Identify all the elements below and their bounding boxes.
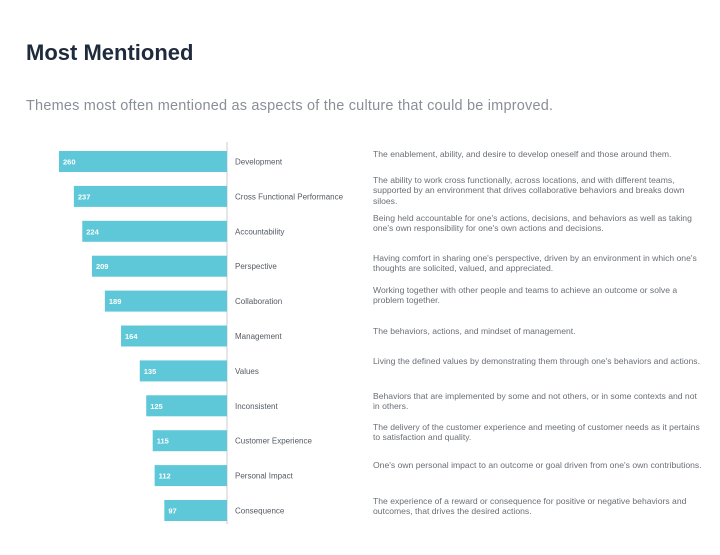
theme-description: The enablement, ability, and desire to d… xyxy=(373,149,672,159)
category-label: Cross Functional Performance xyxy=(235,192,344,201)
bar-accountability xyxy=(82,220,227,242)
category-label: Inconsistent xyxy=(235,402,278,411)
theme-description: The experience of a reward or consequenc… xyxy=(373,496,687,517)
bar-cross-functional-performance xyxy=(73,185,227,207)
bar-value-label: 237 xyxy=(78,192,91,201)
bar-consequence xyxy=(164,500,227,521)
bar-perspective xyxy=(91,255,227,277)
category-label: Collaboration xyxy=(235,297,282,306)
bar-personal-impact xyxy=(154,465,227,487)
bar-development xyxy=(59,151,227,172)
bar-value-label: 209 xyxy=(96,262,109,271)
theme-description: The behaviors, actions, and mindset of m… xyxy=(373,326,576,336)
theme-description: Working together with other people and t… xyxy=(373,285,678,306)
theme-description: Having comfort in sharing one's perspect… xyxy=(373,253,697,274)
bar-values xyxy=(139,360,227,382)
category-label: Values xyxy=(235,367,259,376)
bar-value-label: 135 xyxy=(144,367,157,376)
bar-value-label: 97 xyxy=(168,507,176,516)
bar-management xyxy=(121,325,227,347)
bar-value-label: 125 xyxy=(150,402,163,411)
bar-customer-experience xyxy=(152,430,227,452)
page-subtitle: Themes most often mentioned as aspects o… xyxy=(26,98,554,114)
theme-description: The delivery of the customer experience … xyxy=(373,422,700,443)
theme-description: Behaviors that are implemented by some a… xyxy=(373,391,697,412)
bar-value-label: 112 xyxy=(159,472,171,481)
page-title: Most Mentioned xyxy=(26,40,194,65)
category-label: Consequence xyxy=(235,507,285,516)
category-label: Accountability xyxy=(235,227,284,236)
theme-description: One's own personal impact to an outcome … xyxy=(373,460,702,470)
category-label: Management xyxy=(235,332,282,341)
theme-description: The ability to work cross functionally, … xyxy=(373,175,685,206)
bar-value-label: 164 xyxy=(125,332,138,341)
category-label: Development xyxy=(235,158,283,167)
theme-description: Being held accountable for one's actions… xyxy=(373,213,692,234)
category-label: Perspective xyxy=(235,262,277,271)
bar-collaboration xyxy=(104,290,227,312)
bar-value-label: 189 xyxy=(109,297,122,306)
bar-value-label: 115 xyxy=(157,437,169,446)
bar-value-label: 224 xyxy=(86,227,99,236)
theme-description: Living the defined values by demonstrati… xyxy=(373,356,700,366)
bar-inconsistent xyxy=(146,395,227,417)
category-label: Customer Experience xyxy=(235,437,312,446)
category-label: Personal Impact xyxy=(235,472,294,481)
bar-value-label: 260 xyxy=(63,158,76,167)
